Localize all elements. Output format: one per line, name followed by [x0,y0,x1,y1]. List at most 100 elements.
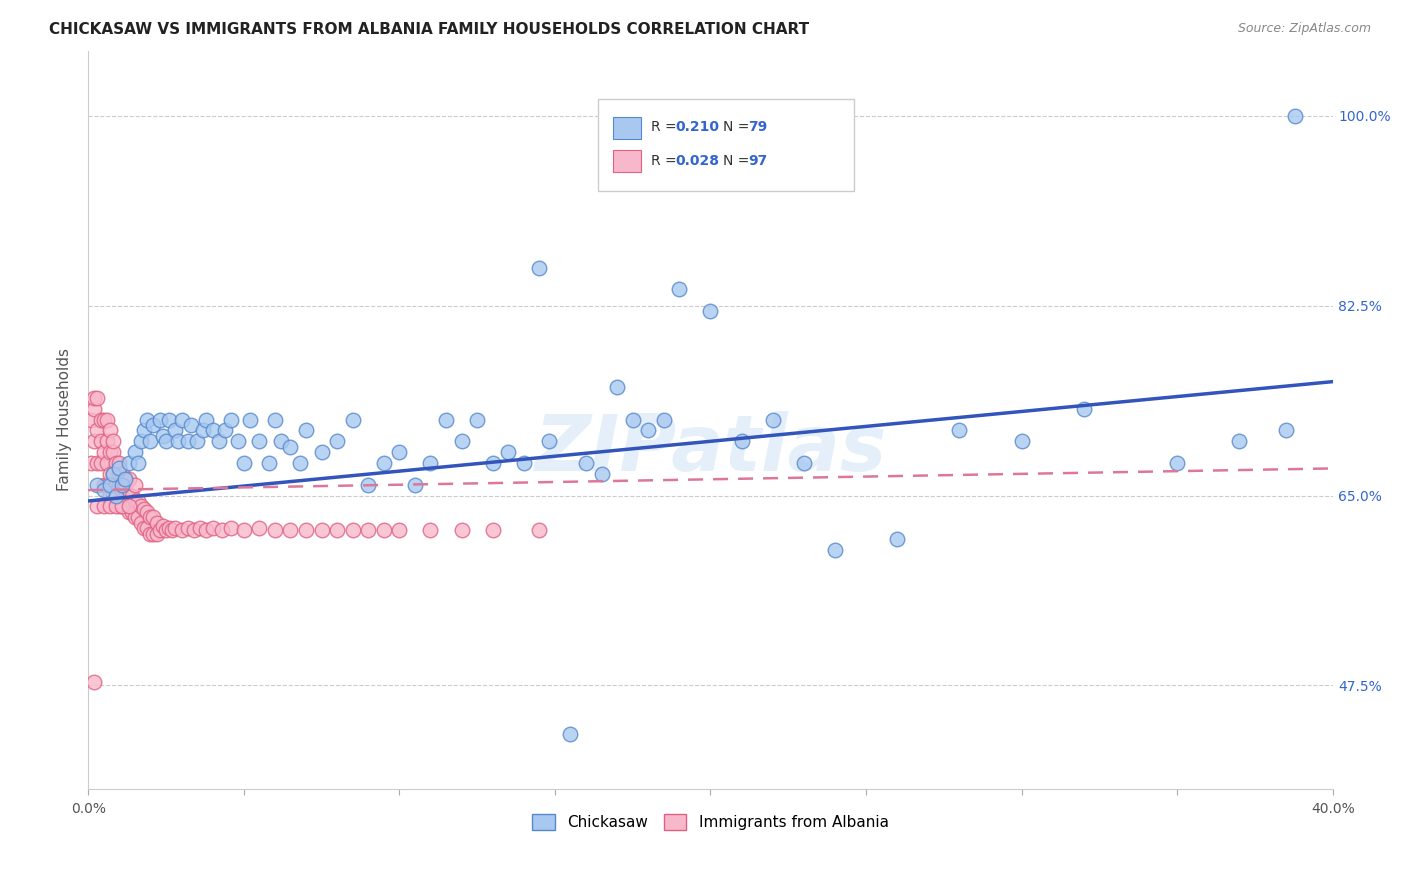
Point [83,675,105,690]
Point [111,477,134,491]
Point [117,500,139,514]
Point [326,434,349,449]
Point [86,391,108,405]
Point [373,523,395,537]
Point [311,445,333,459]
Point [101,489,124,503]
Point [404,477,426,491]
Point [96,477,118,491]
Point [948,424,970,438]
Point [90,412,112,426]
Point [226,434,249,449]
Point [342,523,364,537]
Point [93,445,115,459]
Point [98,489,121,503]
FancyBboxPatch shape [599,99,853,191]
Point [111,483,134,497]
Point [388,445,411,459]
Point [108,456,131,470]
Point [134,501,156,516]
Text: 0.210: 0.210 [676,120,720,135]
Point [188,521,211,535]
Point [145,526,167,541]
Point [529,260,551,275]
Point [142,417,165,432]
Point [232,523,254,537]
Point [232,456,254,470]
Point [357,523,380,537]
FancyBboxPatch shape [613,117,641,139]
Point [98,424,121,438]
Point [117,472,139,486]
Point [886,532,908,546]
Point [139,434,162,449]
Point [450,434,472,449]
Point [108,477,131,491]
Point [186,434,208,449]
Point [195,412,218,426]
Point [117,456,139,470]
Point [155,434,177,449]
Point [652,412,675,426]
Text: N =: N = [723,153,754,168]
Point [183,523,205,537]
Point [434,412,457,426]
Point [98,445,121,459]
Point [280,523,302,537]
Point [1284,109,1306,123]
Point [101,467,124,481]
Point [668,282,690,296]
Point [139,526,162,541]
Point [481,523,503,537]
Point [247,434,270,449]
Point [86,477,108,491]
Point [201,424,224,438]
Point [170,523,193,537]
Point [93,477,115,491]
Point [606,380,628,394]
Point [177,521,200,535]
Text: 97: 97 [748,153,768,168]
Point [157,521,180,535]
Point [86,500,108,514]
Point [127,456,149,470]
Point [96,434,118,449]
Point [124,510,146,524]
Point [165,424,187,438]
Point [152,429,174,443]
Point [129,434,152,449]
Point [108,500,131,514]
Point [1166,456,1188,470]
Point [575,456,598,470]
Point [730,434,752,449]
Point [263,412,285,426]
Point [111,467,134,481]
Point [134,424,156,438]
Point [121,489,143,503]
Point [101,445,124,459]
Point [270,434,292,449]
Point [96,412,118,426]
Point [111,500,134,514]
Point [149,523,172,537]
Text: Source: ZipAtlas.com: Source: ZipAtlas.com [1237,22,1371,36]
Text: 79: 79 [748,120,768,135]
Point [129,516,152,530]
Point [145,516,167,530]
Point [167,434,190,449]
Point [155,523,177,537]
Point [481,456,503,470]
Point [83,391,105,405]
Point [193,424,215,438]
Point [537,434,560,449]
Legend: Chickasaw, Immigrants from Albania: Chickasaw, Immigrants from Albania [526,808,894,836]
Point [342,412,364,426]
Point [762,412,785,426]
Point [90,434,112,449]
Point [98,477,121,491]
Point [114,483,136,497]
Point [201,521,224,535]
Point [98,500,121,514]
Point [152,519,174,533]
Point [311,523,333,537]
